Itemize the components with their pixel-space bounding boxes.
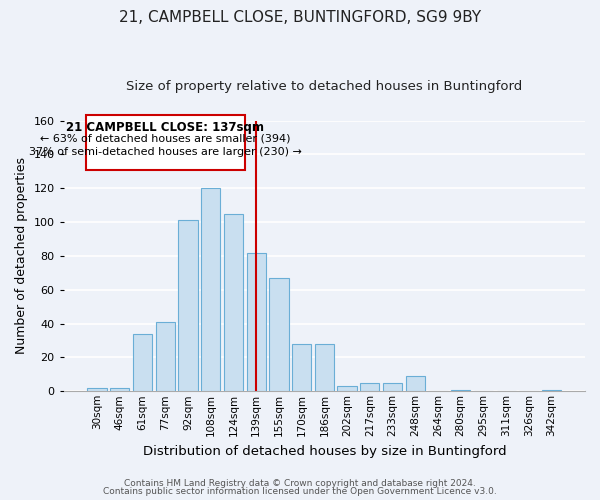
Bar [110,388,130,392]
Bar [155,322,175,392]
Text: Contains HM Land Registry data © Crown copyright and database right 2024.: Contains HM Land Registry data © Crown c… [124,478,476,488]
Bar [360,383,379,392]
Bar [451,390,470,392]
Bar [269,278,289,392]
FancyBboxPatch shape [86,116,245,170]
Bar [542,390,562,392]
Y-axis label: Number of detached properties: Number of detached properties [15,158,28,354]
Text: 21 CAMPBELL CLOSE: 137sqm: 21 CAMPBELL CLOSE: 137sqm [66,122,264,134]
Bar [247,252,266,392]
Bar [88,388,107,392]
Text: Contains public sector information licensed under the Open Government Licence v3: Contains public sector information licen… [103,487,497,496]
Title: Size of property relative to detached houses in Buntingford: Size of property relative to detached ho… [126,80,523,93]
Bar [406,376,425,392]
Bar [292,344,311,392]
Text: ← 63% of detached houses are smaller (394): ← 63% of detached houses are smaller (39… [40,133,290,143]
Text: 21, CAMPBELL CLOSE, BUNTINGFORD, SG9 9BY: 21, CAMPBELL CLOSE, BUNTINGFORD, SG9 9BY [119,10,481,25]
Bar [314,344,334,392]
Bar [224,214,243,392]
X-axis label: Distribution of detached houses by size in Buntingford: Distribution of detached houses by size … [143,444,506,458]
Bar [201,188,220,392]
Bar [133,334,152,392]
Text: 37% of semi-detached houses are larger (230) →: 37% of semi-detached houses are larger (… [29,147,302,157]
Bar [178,220,197,392]
Bar [383,383,402,392]
Bar [337,386,357,392]
